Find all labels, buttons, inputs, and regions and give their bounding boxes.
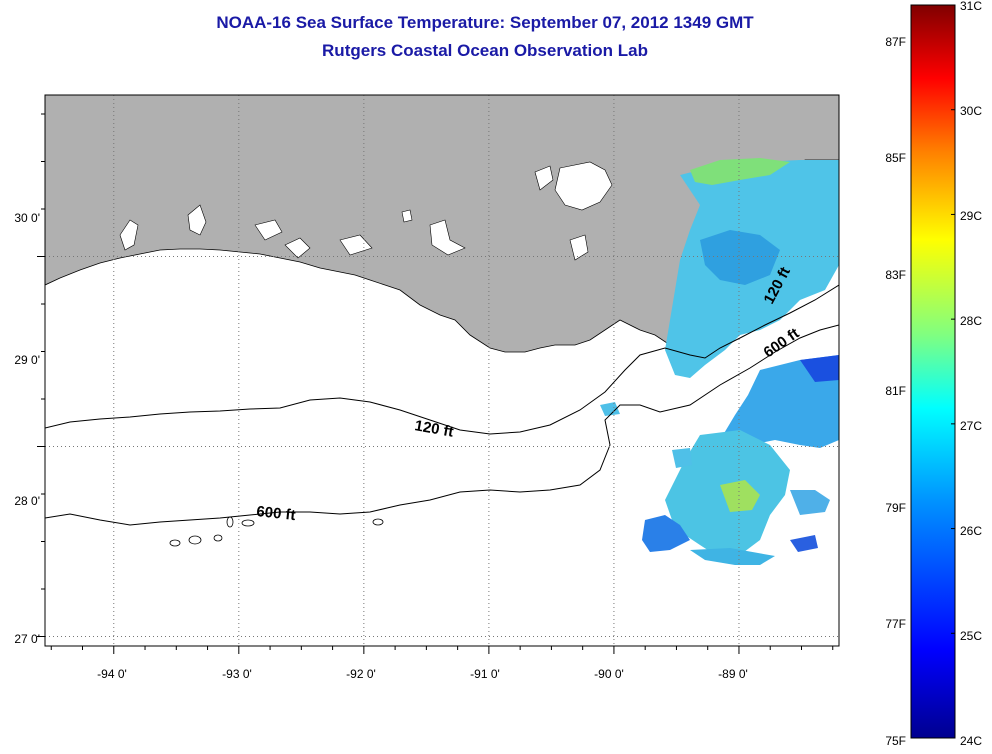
lat-label: 28 0' xyxy=(14,494,40,508)
depth-contours xyxy=(45,284,839,526)
cb-fahrenheit-label: 77F xyxy=(885,617,906,631)
latitude-labels: 30 0' 29 0' 28 0' 27 0' xyxy=(14,211,40,646)
colorbar-celsius-labels: 31C 30C 29C 28C 27C 26C 25C 24C xyxy=(960,0,982,748)
cb-celsius-label: 27C xyxy=(960,419,982,433)
temperature-colorbar xyxy=(910,4,956,739)
cb-fahrenheit-label: 81F xyxy=(885,384,906,398)
cb-celsius-label: 31C xyxy=(960,0,982,13)
cb-fahrenheit-label: 79F xyxy=(885,501,906,515)
lon-label: -94 0' xyxy=(97,667,127,681)
contour-label-600ft: 600 ft xyxy=(256,503,297,524)
lon-label: -89 0' xyxy=(718,667,748,681)
map-subtitle: Rutgers Coastal Ocean Observation Lab xyxy=(322,41,648,60)
map-title: NOAA-16 Sea Surface Temperature: Septemb… xyxy=(216,13,754,32)
graticule xyxy=(45,95,839,646)
cb-celsius-label: 30C xyxy=(960,104,982,118)
lon-label: -90 0' xyxy=(594,667,624,681)
cb-celsius-label: 29C xyxy=(960,209,982,223)
lon-label: -91 0' xyxy=(470,667,500,681)
longitude-labels: -94 0' -93 0' -92 0' -91 0' -90 0' -89 0… xyxy=(97,667,748,681)
cb-fahrenheit-label: 83F xyxy=(885,268,906,282)
lon-label: -93 0' xyxy=(222,667,252,681)
cb-celsius-label: 24C xyxy=(960,734,982,748)
cb-fahrenheit-label: 87F xyxy=(885,35,906,49)
cb-celsius-label: 25C xyxy=(960,629,982,643)
lon-label: -92 0' xyxy=(346,667,376,681)
lat-label: 27 0' xyxy=(14,632,40,646)
axis-ticks xyxy=(37,113,834,654)
colorbar-fahrenheit-labels: 87F 85F 83F 81F 79F 77F 75F xyxy=(885,35,906,748)
sst-data-patches xyxy=(600,158,839,565)
cb-celsius-label: 28C xyxy=(960,314,982,328)
cb-fahrenheit-label: 75F xyxy=(885,734,906,748)
cb-celsius-label: 26C xyxy=(960,524,982,538)
lat-label: 29 0' xyxy=(14,353,40,367)
colorbar-ticks xyxy=(951,4,955,739)
lat-label: 30 0' xyxy=(14,211,40,225)
map-frame xyxy=(44,94,840,647)
cb-fahrenheit-label: 85F xyxy=(885,151,906,165)
contour-label-120ft: 120 ft xyxy=(413,417,455,441)
